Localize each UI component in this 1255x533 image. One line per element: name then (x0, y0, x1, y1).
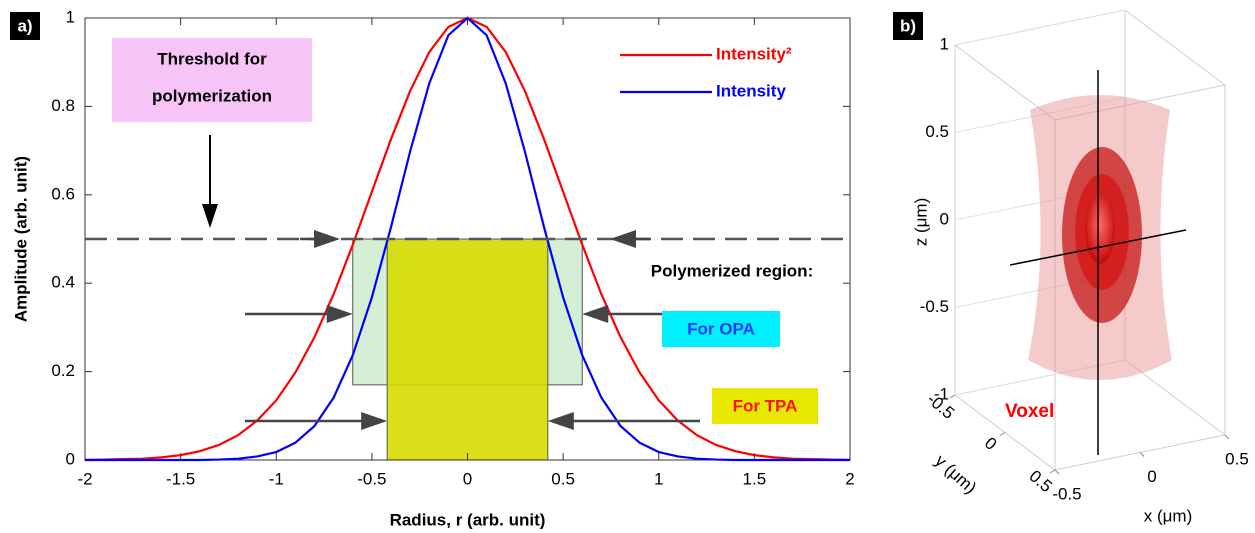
x-tick-label: 0.5 (551, 469, 575, 488)
y-tick-label: 0.4 (51, 273, 75, 292)
box-edge (954, 44, 1056, 121)
arrow-head (326, 305, 353, 323)
z-grid (954, 9, 1126, 46)
box-edge (1054, 84, 1226, 121)
label-box (712, 388, 818, 424)
z-tick-label: -1 (934, 384, 949, 403)
x-tick-label: 0 (463, 469, 472, 488)
panel-label-box (893, 12, 923, 40)
region-name: For TPA (733, 396, 798, 415)
z-grid (954, 359, 1126, 396)
z-tick-label: 1 (940, 34, 949, 53)
legend-label: Intensity² (716, 44, 792, 63)
z-tick-label: -0.5 (920, 297, 949, 316)
y-tick-label: -0.5 (923, 390, 958, 423)
arrow-head (582, 305, 609, 323)
y-tick (999, 432, 1006, 436)
y-tick (949, 394, 956, 399)
y-tick-label: 0 (981, 433, 1000, 454)
x-tick-label: 1 (654, 469, 663, 488)
x-tick-label: 0.5 (1225, 449, 1249, 468)
arrow-head (610, 230, 636, 248)
x-tick-label: -0.5 (1052, 484, 1081, 503)
threshold-box (112, 38, 312, 122)
x-tick-label: -2 (77, 469, 92, 488)
box-edge (1124, 9, 1226, 86)
arrow-head (547, 412, 574, 430)
panel-label-box (10, 12, 40, 40)
z-grid (954, 97, 1126, 133)
y-tick-label: 1 (66, 7, 75, 26)
legend-label: Intensity (716, 81, 786, 100)
x-axis-label: Radius, r (arb. unit) (390, 510, 546, 529)
y-tick-label: 0.5 (1025, 466, 1055, 496)
x-tick (1054, 469, 1060, 475)
panel-label: b) (900, 16, 916, 35)
region (386, 238, 549, 461)
box-edge (1124, 359, 1226, 436)
x-tick-label: -1.5 (166, 469, 195, 488)
y-tick-label: 0.2 (51, 361, 75, 380)
series-line (85, 16, 850, 462)
x-tick-label: -1 (269, 469, 284, 488)
y-tick-label: 0.6 (51, 184, 75, 203)
y-axis-label: y (μm) (931, 451, 980, 498)
x-tick-label: 0 (1147, 467, 1156, 486)
label-box (662, 311, 780, 347)
x-tick-label: 1.5 (743, 469, 767, 488)
y-tick-label: 0 (66, 449, 75, 468)
arrow-head (202, 204, 218, 228)
panel-label: a) (17, 16, 32, 35)
threshold-label: polymerization (152, 86, 272, 105)
y-tick (1049, 469, 1056, 474)
y-tick-label: 0.8 (51, 96, 75, 115)
x-tick-label: -0.5 (357, 469, 386, 488)
voxel-shape (1009, 70, 1187, 455)
threshold-label: Threshold for (157, 49, 267, 68)
z-axis-label: z (μm) (911, 198, 930, 247)
x-axis-label: x (μm) (1144, 506, 1193, 525)
region-label: Polymerized region: (651, 261, 813, 280)
x-tick (1139, 452, 1145, 457)
x-tick (1224, 434, 1230, 440)
arrow-head (361, 412, 388, 430)
x-tick-label: 2 (845, 469, 854, 488)
z-tick-label: 0.5 (925, 122, 949, 141)
y-axis-label: Amplitude (arb. unit) (11, 156, 30, 322)
arrow-head (314, 230, 340, 248)
z-tick-label: 0 (940, 209, 949, 228)
region-name: For OPA (687, 319, 755, 338)
voxel-label: Voxel (1005, 401, 1054, 422)
